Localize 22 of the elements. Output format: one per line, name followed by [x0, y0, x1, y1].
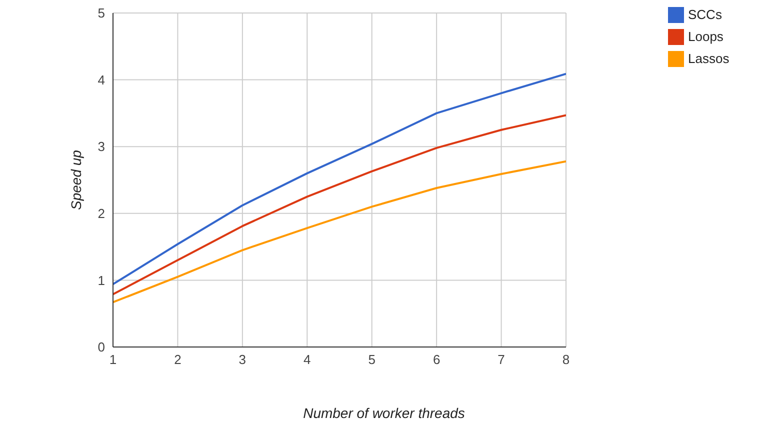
x-tick-label: 4	[304, 352, 311, 368]
x-tick-label: 3	[238, 352, 246, 368]
x-tick-label: 7	[498, 352, 505, 368]
x-axis-title: Number of worker threads	[303, 405, 465, 421]
x-tick-label: 6	[432, 352, 440, 368]
x-tick-label: 2	[174, 352, 182, 368]
y-tick-label: 4	[98, 72, 105, 88]
legend-label: Lassos	[688, 50, 730, 68]
x-tick-label: 5	[368, 352, 376, 368]
y-tick-label: 3	[98, 139, 105, 154]
y-axis-title: Speed up	[68, 150, 84, 210]
y-tick-label: 1	[98, 272, 105, 288]
line-series	[113, 72, 566, 286]
y-tick-label: 5	[98, 6, 105, 21]
legend-label: SCCs	[688, 6, 722, 24]
x-tick-label: 1	[109, 352, 117, 368]
line-series	[113, 160, 566, 304]
x-tick-label: 8	[562, 352, 570, 368]
y-tick-label: 2	[98, 206, 105, 222]
line-series	[113, 114, 566, 296]
y-tick-label: 0	[98, 340, 105, 355]
legend-label: Loops	[688, 28, 724, 46]
